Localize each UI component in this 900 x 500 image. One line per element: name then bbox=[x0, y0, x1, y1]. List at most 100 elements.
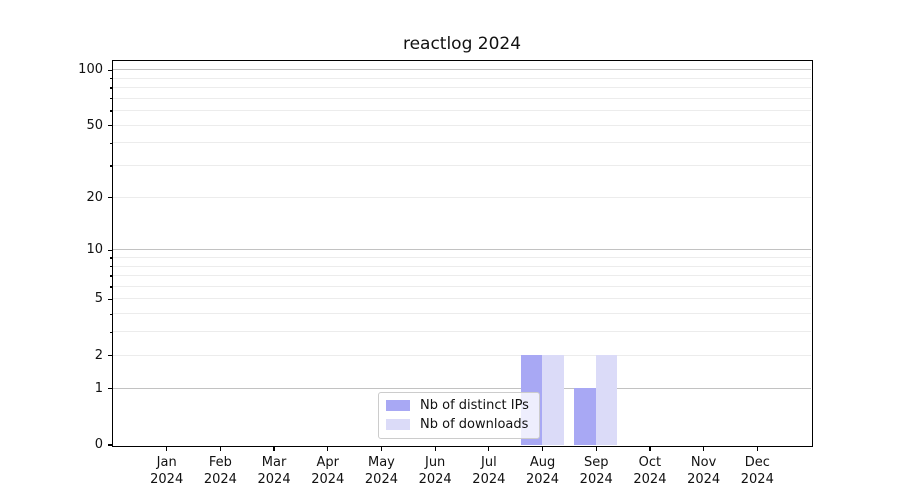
y-minor-tick bbox=[109, 265, 112, 268]
gridline-minor bbox=[112, 275, 811, 277]
y-tick-label: 1 bbox=[94, 380, 103, 396]
gridline-major bbox=[112, 387, 811, 389]
x-label-year: 2024 bbox=[633, 472, 667, 487]
y-minor-tick bbox=[109, 142, 112, 144]
x-label-year: 2024 bbox=[203, 472, 237, 487]
legend-item: Nb of downloads bbox=[386, 417, 529, 432]
plot-inner bbox=[112, 61, 811, 445]
bar-downloads bbox=[595, 355, 618, 445]
x-tick-label: Mar 2024 bbox=[242, 454, 306, 488]
x-label-year: 2024 bbox=[687, 472, 721, 487]
x-label-month: Jan bbox=[156, 455, 177, 470]
x-tick-label: Dec 2024 bbox=[725, 454, 789, 488]
x-label-month: Jun bbox=[424, 455, 446, 470]
x-label-month: Dec bbox=[744, 455, 770, 470]
gridline-minor bbox=[112, 77, 811, 79]
y-tick bbox=[107, 388, 112, 390]
legend-item: Nb of distinct IPs bbox=[386, 398, 529, 413]
y-tick bbox=[107, 197, 112, 199]
chart-title: reactlog 2024 bbox=[402, 34, 522, 54]
x-tick bbox=[434, 446, 436, 451]
x-label-year: 2024 bbox=[364, 472, 398, 487]
y-tick bbox=[107, 298, 112, 301]
y-minor-tick bbox=[109, 275, 112, 277]
x-label-month: Oct bbox=[638, 455, 662, 470]
x-label-year: 2024 bbox=[740, 472, 774, 487]
x-label-year: 2024 bbox=[311, 472, 345, 487]
y-minor-tick bbox=[109, 77, 112, 80]
gridline-minor bbox=[112, 313, 811, 315]
x-label-year: 2024 bbox=[418, 472, 452, 487]
y-minor-tick bbox=[109, 165, 112, 167]
y-minor-tick bbox=[109, 87, 112, 89]
y-tick bbox=[107, 355, 112, 357]
x-tick bbox=[327, 446, 329, 451]
x-tick-label: Oct 2024 bbox=[618, 454, 682, 488]
gridline-minor bbox=[112, 256, 811, 258]
x-tick bbox=[595, 446, 597, 451]
x-label-month: Jul bbox=[481, 455, 497, 470]
x-label-month: Mar bbox=[261, 455, 287, 470]
gridline-minor bbox=[112, 285, 811, 287]
x-label-month: Aug bbox=[529, 455, 556, 470]
x-tick-label: Jul 2024 bbox=[457, 454, 521, 488]
y-minor-tick bbox=[109, 98, 112, 100]
y-tick-label: 5 bbox=[94, 291, 103, 307]
y-tick bbox=[107, 249, 112, 251]
gridline-minor bbox=[112, 97, 811, 99]
gridline-minor bbox=[112, 196, 811, 198]
x-label-month: Sep bbox=[583, 455, 609, 470]
x-tick-label: Aug 2024 bbox=[511, 454, 575, 488]
x-tick-label: May 2024 bbox=[349, 454, 413, 488]
bar-distinct-ips bbox=[574, 388, 596, 445]
legend-swatch bbox=[386, 419, 410, 430]
x-label-month: Feb bbox=[208, 455, 232, 470]
x-tick bbox=[756, 446, 758, 451]
x-tick bbox=[166, 446, 168, 451]
x-tick bbox=[219, 446, 221, 451]
y-tick-label: 2 bbox=[94, 347, 103, 363]
gridline-minor bbox=[112, 265, 811, 267]
x-tick-label: Sep 2024 bbox=[564, 454, 628, 488]
x-label-year: 2024 bbox=[525, 472, 560, 487]
y-tick bbox=[107, 125, 112, 127]
gridline-major bbox=[112, 69, 811, 71]
y-tick-label: 0 bbox=[94, 437, 103, 452]
y-minor-tick bbox=[109, 110, 112, 112]
x-label-year: 2024 bbox=[579, 472, 613, 487]
x-tick bbox=[380, 446, 383, 451]
gridline-minor bbox=[112, 331, 811, 333]
x-label-month: Nov bbox=[690, 455, 717, 470]
legend-label: Nb of downloads bbox=[420, 417, 529, 432]
gridline-minor bbox=[112, 110, 811, 112]
y-tick-label: 20 bbox=[86, 189, 103, 205]
x-tick bbox=[541, 446, 544, 451]
x-tick-label: Jun 2024 bbox=[403, 454, 467, 488]
x-tick bbox=[649, 446, 651, 451]
gridline-major bbox=[112, 249, 811, 251]
y-tick bbox=[107, 444, 112, 446]
gridline-minor bbox=[112, 165, 811, 167]
legend: Nb of distinct IPs Nb of downloads bbox=[378, 392, 540, 439]
x-tick-label: Feb 2024 bbox=[188, 454, 252, 488]
x-tick bbox=[703, 446, 705, 451]
x-label-month: Apr bbox=[316, 455, 340, 470]
x-tick-label: Jan 2024 bbox=[135, 454, 199, 488]
x-tick bbox=[273, 446, 275, 451]
x-tick bbox=[488, 446, 490, 451]
y-tick-label: 100 bbox=[78, 62, 103, 78]
x-label-year: 2024 bbox=[472, 472, 506, 487]
gridline-minor bbox=[112, 87, 811, 89]
x-label-year: 2024 bbox=[150, 472, 184, 487]
gridline-minor bbox=[112, 142, 811, 144]
y-minor-tick bbox=[109, 331, 112, 333]
y-minor-tick bbox=[109, 313, 112, 315]
gridline-minor bbox=[112, 124, 811, 126]
bar-downloads bbox=[542, 355, 564, 445]
y-tick-label: 10 bbox=[86, 242, 103, 258]
x-label-year: 2024 bbox=[257, 472, 291, 487]
gridline-minor bbox=[112, 298, 811, 300]
x-tick-label: Nov 2024 bbox=[672, 454, 736, 488]
x-tick-label: Apr 2024 bbox=[296, 454, 360, 488]
